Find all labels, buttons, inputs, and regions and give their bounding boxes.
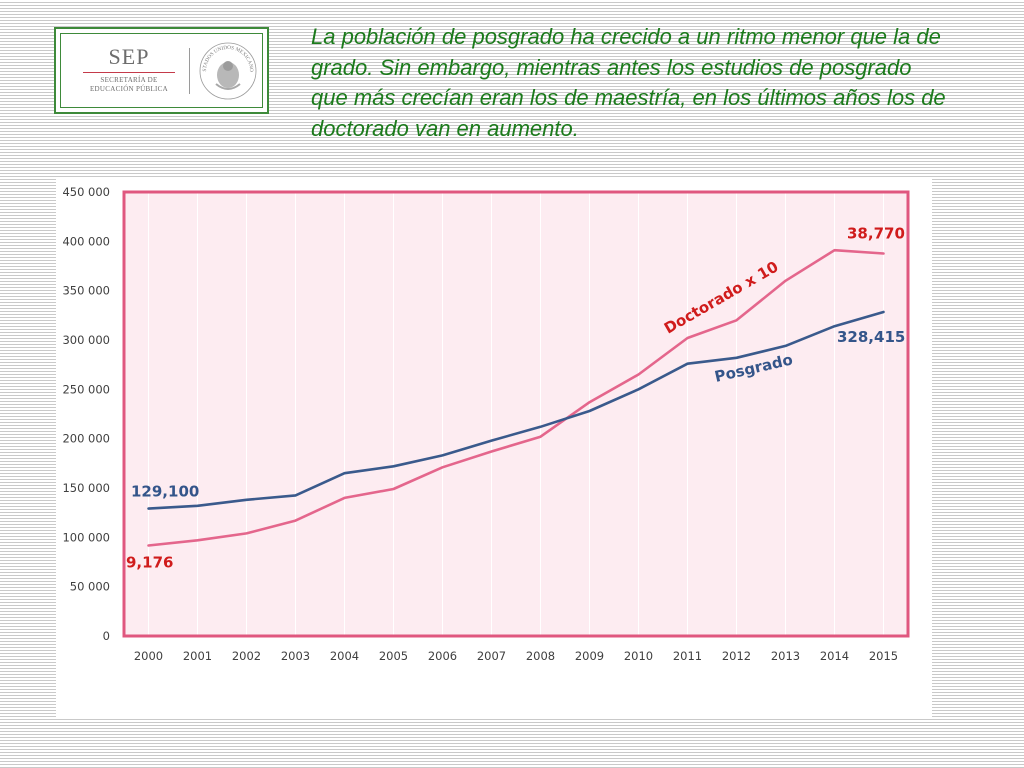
data-label-doctorado-end: 38,770 bbox=[847, 224, 905, 242]
national-seal-icon: ESTADOS UNIDOS MEXICANOS bbox=[197, 40, 257, 100]
x-tick-label: 2015 bbox=[869, 649, 898, 663]
y-tick-label: 100 000 bbox=[62, 530, 110, 544]
y-tick-label: 150 000 bbox=[62, 481, 110, 495]
data-label-posgrado-start: 129,100 bbox=[131, 483, 199, 501]
sep-logo: SEP SECRETARÍA DE EDUCACIÓN PÚBLICA ESTA… bbox=[54, 27, 269, 114]
chart-panel: 0 50 000 100 000 150 000 200 000 250 000 300 0… bbox=[56, 178, 932, 718]
y-tick-label: 450 000 bbox=[62, 185, 110, 199]
x-tick-label: 2009 bbox=[575, 649, 604, 663]
logo-red-rule bbox=[83, 72, 175, 73]
y-tick-label: 50 000 bbox=[70, 580, 110, 594]
logo-title: SEP bbox=[108, 44, 150, 69]
x-tick-label: 2002 bbox=[232, 649, 261, 663]
logo-wordmark: SEP SECRETARÍA DE EDUCACIÓN PÚBLICA bbox=[79, 44, 179, 94]
series-line-doctorado bbox=[147, 248, 885, 547]
series-line-posgrado bbox=[147, 310, 885, 510]
x-tick-label: 2008 bbox=[526, 649, 555, 663]
x-tick-label: 2000 bbox=[134, 649, 163, 663]
x-tick-label: 2005 bbox=[379, 649, 408, 663]
y-tick-label: 300 000 bbox=[62, 333, 110, 347]
x-tick-label: 2014 bbox=[820, 649, 849, 663]
logo-inner-frame: SEP SECRETARÍA DE EDUCACIÓN PÚBLICA ESTA… bbox=[60, 33, 263, 108]
y-tick-label: 350 000 bbox=[62, 284, 110, 298]
y-tick-label: 200 000 bbox=[62, 432, 110, 446]
x-tick-label: 2011 bbox=[673, 649, 702, 663]
x-tick-label: 2012 bbox=[722, 649, 751, 663]
logo-subtitle-1: SECRETARÍA DE bbox=[100, 76, 158, 84]
x-tick-label: 2003 bbox=[281, 649, 310, 663]
x-tick-label: 2001 bbox=[183, 649, 212, 663]
x-tick-label: 2013 bbox=[771, 649, 800, 663]
logo-subtitle-2: EDUCACIÓN PÚBLICA bbox=[89, 85, 169, 93]
logo-divider bbox=[189, 48, 190, 94]
headline-text: La población de posgrado ha crecido a un… bbox=[311, 24, 946, 141]
y-tick-label: 0 bbox=[103, 629, 110, 643]
data-label-posgrado-end: 328,415 bbox=[837, 328, 905, 346]
data-label-doctorado-start: 9,176 bbox=[126, 553, 173, 571]
x-tick-label: 2004 bbox=[330, 649, 359, 663]
x-tick-label: 2007 bbox=[477, 649, 506, 663]
y-tick-label: 400 000 bbox=[62, 234, 110, 248]
plot-border bbox=[122, 190, 910, 638]
plot-area bbox=[124, 192, 908, 636]
x-tick-label: 2006 bbox=[428, 649, 457, 663]
line-chart: 0 50 000 100 000 150 000 200 000 250 000 300 0… bbox=[62, 185, 910, 663]
y-tick-label: 250 000 bbox=[62, 382, 110, 396]
x-tick-label: 2010 bbox=[624, 649, 653, 663]
